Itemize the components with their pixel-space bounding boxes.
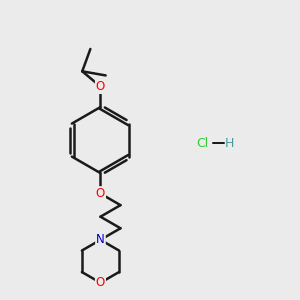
Text: N: N — [96, 233, 105, 246]
Text: O: O — [96, 187, 105, 200]
Text: Cl: Cl — [197, 137, 209, 150]
Text: O: O — [96, 80, 105, 93]
Text: O: O — [96, 276, 105, 289]
Text: H: H — [225, 137, 235, 150]
